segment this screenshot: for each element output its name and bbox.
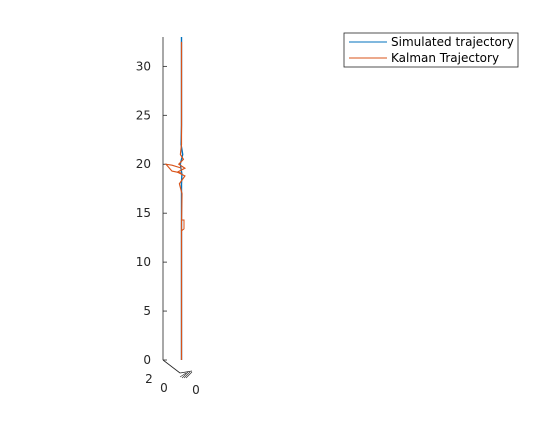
z-tick-label: 5 [143, 304, 151, 318]
y-axis-line [162, 359, 181, 374]
series-layer [164, 37, 187, 360]
x-axis-line [179, 370, 193, 374]
z-tick-label: 30 [136, 59, 151, 73]
series-line-kalman [176, 41, 187, 360]
z-axis-ticks: 0 5 10 15 20 25 30 [136, 59, 167, 367]
legend-label-simulated: Simulated trajectory [391, 35, 514, 49]
z-tick-label: 10 [136, 255, 151, 269]
z-tick-label: 25 [136, 108, 151, 122]
series-offset-kalman [181, 219, 185, 232]
y-tick-label: 2 [145, 372, 153, 386]
x-tick-label: 0 [192, 383, 200, 397]
z-tick-label: 0 [143, 353, 151, 367]
z-tick-label: 15 [136, 206, 151, 220]
legend-label-kalman: Kalman Trajectory [391, 51, 499, 65]
z-tick-label: 20 [136, 157, 151, 171]
y-tick-label: 0 [160, 381, 168, 395]
legend: Simulated trajectory Kalman Trajectory [343, 32, 519, 68]
series-spur-kalman [164, 163, 182, 174]
legend-box [343, 32, 519, 68]
x-axis-ticks-marks [179, 371, 193, 379]
